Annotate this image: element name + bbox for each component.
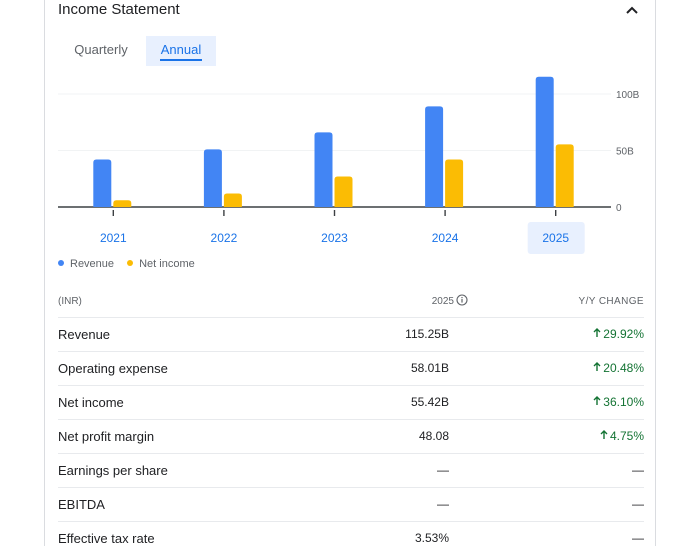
- row-label: Net profit margin: [58, 429, 155, 444]
- row-change-value: 36.10%: [603, 395, 644, 409]
- income-bar-chart: 0 50B 100B 2021 2022 2023 2024 2025: [58, 76, 640, 254]
- bar-net-income[interactable]: [334, 176, 353, 207]
- bar-net-income[interactable]: [113, 200, 132, 207]
- table-row: Revenue 115.25B 29.92%: [58, 317, 644, 351]
- income-statement-card: Income Statement Quarterly Annual 0 50B 10…: [44, 0, 656, 546]
- tab-annual-label: Annual: [160, 42, 202, 57]
- x-tick-label[interactable]: 2021: [100, 231, 127, 245]
- table-row: Net profit margin 48.08 4.75%: [58, 419, 644, 453]
- row-value: 58.01B: [410, 361, 449, 375]
- bar-revenue[interactable]: [535, 76, 554, 207]
- bar-net-income[interactable]: [555, 144, 574, 207]
- row-change: 20.48%: [593, 361, 644, 375]
- row-label: Effective tax rate: [58, 531, 155, 546]
- table-row: Effective tax rate 3.53% —: [58, 521, 644, 555]
- bar-revenue[interactable]: [425, 106, 444, 207]
- header-yy-change: Y/Y CHANGE: [578, 296, 644, 307]
- arrow-up-icon: [593, 361, 601, 375]
- tab-quarterly[interactable]: Quarterly: [74, 42, 128, 57]
- legend-label-revenue: Revenue: [70, 258, 115, 270]
- table-row: Net income 55.42B 36.10%: [58, 385, 644, 419]
- selected-year-highlight: [527, 222, 585, 254]
- row-label: Earnings per share: [58, 463, 168, 478]
- legend-item-revenue: Revenue: [58, 258, 114, 270]
- tab-annual[interactable]: Annual: [146, 36, 216, 66]
- bar-revenue[interactable]: [93, 159, 112, 207]
- row-value: 115.25B: [405, 327, 449, 341]
- y-tick-label: 0: [616, 203, 622, 214]
- x-tick-label[interactable]: 2023: [321, 231, 348, 245]
- x-tick-label[interactable]: 2024: [432, 231, 459, 245]
- arrow-up-icon: [600, 429, 608, 443]
- y-tick-label: 100B: [616, 90, 640, 101]
- row-change: —: [632, 463, 644, 477]
- info-icon[interactable]: [456, 294, 468, 306]
- bar-net-income[interactable]: [223, 193, 242, 207]
- x-tick-label[interactable]: 2022: [211, 231, 238, 245]
- row-change-value: —: [632, 497, 644, 511]
- bar-revenue[interactable]: [314, 132, 333, 207]
- table-row: Operating expense 58.01B 20.48%: [58, 351, 644, 385]
- row-change: 29.92%: [593, 327, 644, 341]
- row-change: 36.10%: [593, 395, 644, 409]
- table-header: (INR) 2025 Y/Y CHANGE: [58, 285, 644, 317]
- row-change-value: 4.75%: [609, 429, 644, 443]
- row-change: —: [632, 497, 644, 511]
- card-title: Income Statement: [58, 1, 180, 18]
- row-change-value: —: [632, 531, 644, 545]
- legend-dot-revenue: [58, 260, 64, 267]
- tab-selected-indicator: [160, 59, 202, 61]
- row-value: 48.08: [418, 429, 449, 443]
- row-change-value: 20.48%: [603, 361, 644, 375]
- chart-legend: Revenue Net income: [58, 258, 205, 270]
- chevron-up-icon[interactable]: [623, 2, 641, 20]
- header-currency: (INR): [58, 296, 82, 307]
- legend-item-net-income: Net income: [127, 258, 195, 270]
- bar-net-income[interactable]: [445, 159, 464, 207]
- table-row: EBITDA — —: [58, 487, 644, 521]
- row-value: —: [437, 497, 449, 511]
- row-label: EBITDA: [58, 497, 105, 512]
- legend-dot-net-income: [127, 260, 134, 267]
- y-tick-label: 50B: [616, 147, 634, 158]
- row-label: Operating expense: [58, 361, 168, 376]
- x-tick-label[interactable]: 2025: [542, 231, 569, 245]
- financial-table: (INR) 2025 Y/Y CHANGE Revenue 115.25B 29.9…: [58, 285, 644, 555]
- table-row: Earnings per share — —: [58, 453, 644, 487]
- row-change-value: —: [632, 463, 644, 477]
- row-label: Net income: [58, 395, 124, 410]
- legend-label-net-income: Net income: [139, 258, 195, 270]
- row-label: Revenue: [58, 327, 111, 342]
- row-change-value: 29.92%: [603, 327, 644, 341]
- arrow-up-icon: [593, 395, 601, 409]
- row-value: 3.53%: [414, 531, 449, 545]
- header-year: 2025: [431, 296, 454, 307]
- arrow-up-icon: [593, 327, 601, 341]
- row-value: 55.42B: [410, 395, 449, 409]
- row-change: 4.75%: [600, 429, 644, 443]
- row-change: —: [632, 531, 644, 545]
- bar-revenue[interactable]: [203, 149, 222, 207]
- row-value: —: [437, 463, 449, 477]
- table-body: Revenue 115.25B 29.92% Operating expense 58.…: [58, 317, 644, 555]
